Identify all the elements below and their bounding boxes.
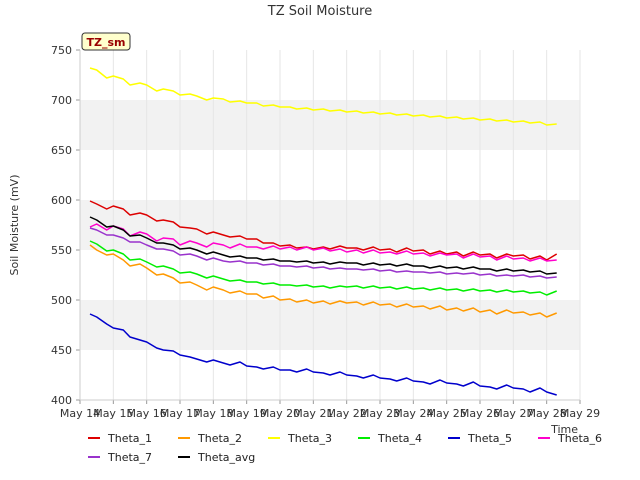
series-line-theta-4 (89, 240, 557, 296)
x-tick-label: May 24 (393, 407, 433, 420)
legend-label: Theta_7 (107, 451, 152, 464)
x-tick-label: May 28 (527, 407, 567, 420)
badge-box (81, 32, 131, 51)
grid-band (80, 300, 580, 350)
x-tick-label: May 17 (160, 407, 200, 420)
series-line-theta-6 (89, 223, 557, 262)
badge-label: TZ_sm (87, 36, 126, 49)
plot-series (89, 67, 558, 396)
series-line-theta-3 (89, 67, 557, 126)
x-tick-label: May 29 (560, 407, 600, 420)
x-tick-label: May 15 (93, 407, 133, 420)
grid-band (80, 150, 580, 200)
legend-label: Theta_1 (107, 432, 152, 445)
legend-label: Theta_5 (467, 432, 512, 445)
y-tick-label: 500 (51, 294, 72, 307)
x-axis-label: Time (550, 423, 578, 436)
legend-label: Theta_2 (197, 432, 242, 445)
legend: Theta_1 Theta_2 Theta_3 Theta_4 Theta_5 Theta… (88, 432, 602, 464)
y-tick-label: 400 (51, 394, 72, 407)
x-tick-label: May 27 (493, 407, 533, 420)
series-line-theta-1 (89, 200, 558, 261)
y-tick-label: 600 (51, 194, 72, 207)
grid-band (80, 100, 580, 150)
x-tick-label: May 23 (360, 407, 400, 420)
y-tick-label: 650 (51, 144, 72, 157)
series-line-theta-avg (89, 216, 557, 275)
chart-badge: TZ_sm (81, 32, 131, 51)
x-tick-label: May 25 (427, 407, 467, 420)
x-tick-label: May 20 (260, 407, 300, 420)
legend-label: Theta_6 (557, 432, 602, 445)
x-tick-label: May 26 (460, 407, 500, 420)
y-axis-ticks: 400 450 500 550 600 650 700 750 (51, 44, 80, 407)
legend-label: Theta_4 (377, 432, 422, 445)
series-line-theta-2 (89, 244, 557, 318)
series-line-theta-7 (89, 227, 557, 279)
x-tick-label: May 21 (293, 407, 333, 420)
y-tick-label: 700 (51, 94, 72, 107)
grid-band (80, 50, 580, 100)
chart-title: TZ Soil Moisture (267, 4, 373, 19)
y-axis-label: Soil Moisture (mV) (8, 175, 21, 276)
grid-bands (79, 50, 581, 400)
series-line-theta-5 (89, 313, 557, 396)
y-tick-label: 550 (51, 244, 72, 257)
x-tick-label: May 19 (227, 407, 267, 420)
legend-label: Theta_3 (287, 432, 332, 445)
grid-band (80, 200, 580, 250)
x-tick-label: May 16 (127, 407, 167, 420)
legend-label: Theta_avg (197, 451, 255, 464)
x-tick-label: May 18 (193, 407, 233, 420)
x-tick-label: May 14 (60, 407, 100, 420)
y-tick-label: 750 (51, 44, 72, 57)
x-tick-label: May 22 (327, 407, 367, 420)
y-tick-label: 450 (51, 344, 72, 357)
